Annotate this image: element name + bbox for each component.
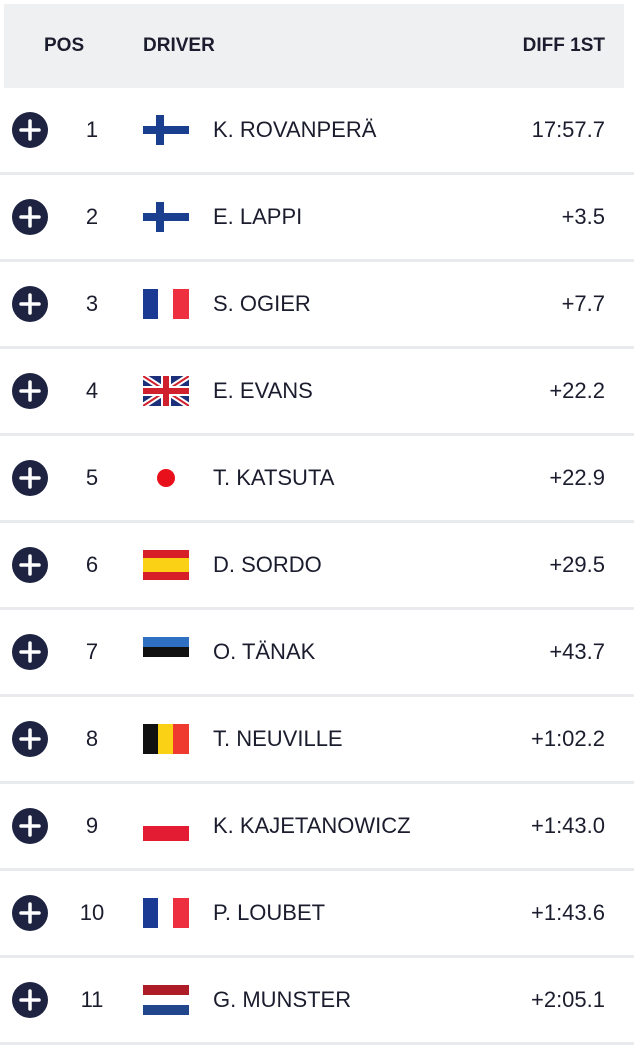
flag xyxy=(143,289,189,319)
time-diff: +1:43.0 xyxy=(530,813,605,838)
header-pos: POS xyxy=(44,35,85,56)
time-diff: +1:43.6 xyxy=(530,900,605,925)
result-row: 5 T. KATSUTA +22.9 xyxy=(0,436,634,523)
time-diff: +2:05.1 xyxy=(530,987,605,1012)
position: 2 xyxy=(85,204,99,229)
results-table: POS DRIVER DIFF 1ST 1 K. ROVANPERÄ 17:57… xyxy=(0,4,634,1045)
driver-name: E. LAPPI xyxy=(213,204,303,229)
time-diff: +29.5 xyxy=(549,552,605,577)
result-row: 4 E. EVANS +22.2 xyxy=(0,349,634,436)
time-diff: +43.7 xyxy=(549,639,605,664)
flag xyxy=(143,985,189,1015)
time-diff: +3.5 xyxy=(561,204,605,229)
table-header: POS DRIVER DIFF 1ST xyxy=(4,4,624,88)
time-diff: 17:57.7 xyxy=(531,117,605,142)
header-driver: DRIVER xyxy=(143,35,215,56)
header-diff: DIFF 1ST xyxy=(522,35,605,56)
time-diff: +1:02.2 xyxy=(530,726,605,751)
driver-name: K. KAJETANOWICZ xyxy=(213,813,411,838)
expand-button[interactable] xyxy=(12,460,48,496)
expand-button[interactable] xyxy=(12,199,48,235)
position: 10 xyxy=(79,900,105,925)
driver-name: G. MUNSTER xyxy=(213,987,352,1012)
time-diff: +7.7 xyxy=(561,291,605,316)
driver-name: O. TÄNAK xyxy=(213,639,316,664)
position: 4 xyxy=(85,378,99,403)
result-row: 9 K. KAJETANOWICZ +1:43.0 xyxy=(0,784,634,871)
expand-button[interactable] xyxy=(12,895,48,931)
expand-button[interactable] xyxy=(12,286,48,322)
result-row: 8 T. NEUVILLE +1:02.2 xyxy=(0,697,634,784)
driver-name: K. ROVANPERÄ xyxy=(213,117,377,142)
time-diff: +22.9 xyxy=(549,465,605,490)
result-row: 1 K. ROVANPERÄ 17:57.7 xyxy=(0,88,634,175)
position: 3 xyxy=(85,291,99,316)
expand-button[interactable] xyxy=(12,373,48,409)
expand-button[interactable] xyxy=(12,112,48,148)
result-row: 6 D. SORDO +29.5 xyxy=(0,523,634,610)
flag xyxy=(143,115,189,145)
position: 5 xyxy=(85,465,99,490)
result-row: 7 O. TÄNAK +43.7 xyxy=(0,610,634,697)
result-row: 3 S. OGIER +7.7 xyxy=(0,262,634,349)
result-row: 10 P. LOUBET +1:43.6 xyxy=(0,871,634,958)
position: 8 xyxy=(85,726,99,751)
position: 1 xyxy=(85,117,99,142)
expand-button[interactable] xyxy=(12,808,48,844)
position: 11 xyxy=(80,987,104,1012)
flag xyxy=(143,811,189,841)
expand-button[interactable] xyxy=(12,634,48,670)
position: 7 xyxy=(85,639,99,664)
position: 9 xyxy=(85,813,99,838)
driver-name: T. NEUVILLE xyxy=(213,726,343,751)
flag xyxy=(143,202,189,232)
position: 6 xyxy=(85,552,99,577)
flag xyxy=(143,637,189,667)
flag xyxy=(143,376,189,406)
result-row: 2 E. LAPPI +3.5 xyxy=(0,175,634,262)
driver-name: S. OGIER xyxy=(213,291,311,316)
flag xyxy=(143,463,189,493)
expand-button[interactable] xyxy=(12,982,48,1018)
time-diff: +22.2 xyxy=(549,378,605,403)
flag xyxy=(143,898,189,928)
flag xyxy=(143,550,189,580)
driver-name: D. SORDO xyxy=(213,552,322,577)
driver-name: E. EVANS xyxy=(213,378,313,403)
expand-button[interactable] xyxy=(12,547,48,583)
flag xyxy=(143,724,189,754)
driver-name: T. KATSUTA xyxy=(213,465,335,490)
expand-button[interactable] xyxy=(12,721,48,757)
driver-name: P. LOUBET xyxy=(213,900,326,925)
result-row: 11 G. MUNSTER +2:05.1 xyxy=(0,958,634,1045)
